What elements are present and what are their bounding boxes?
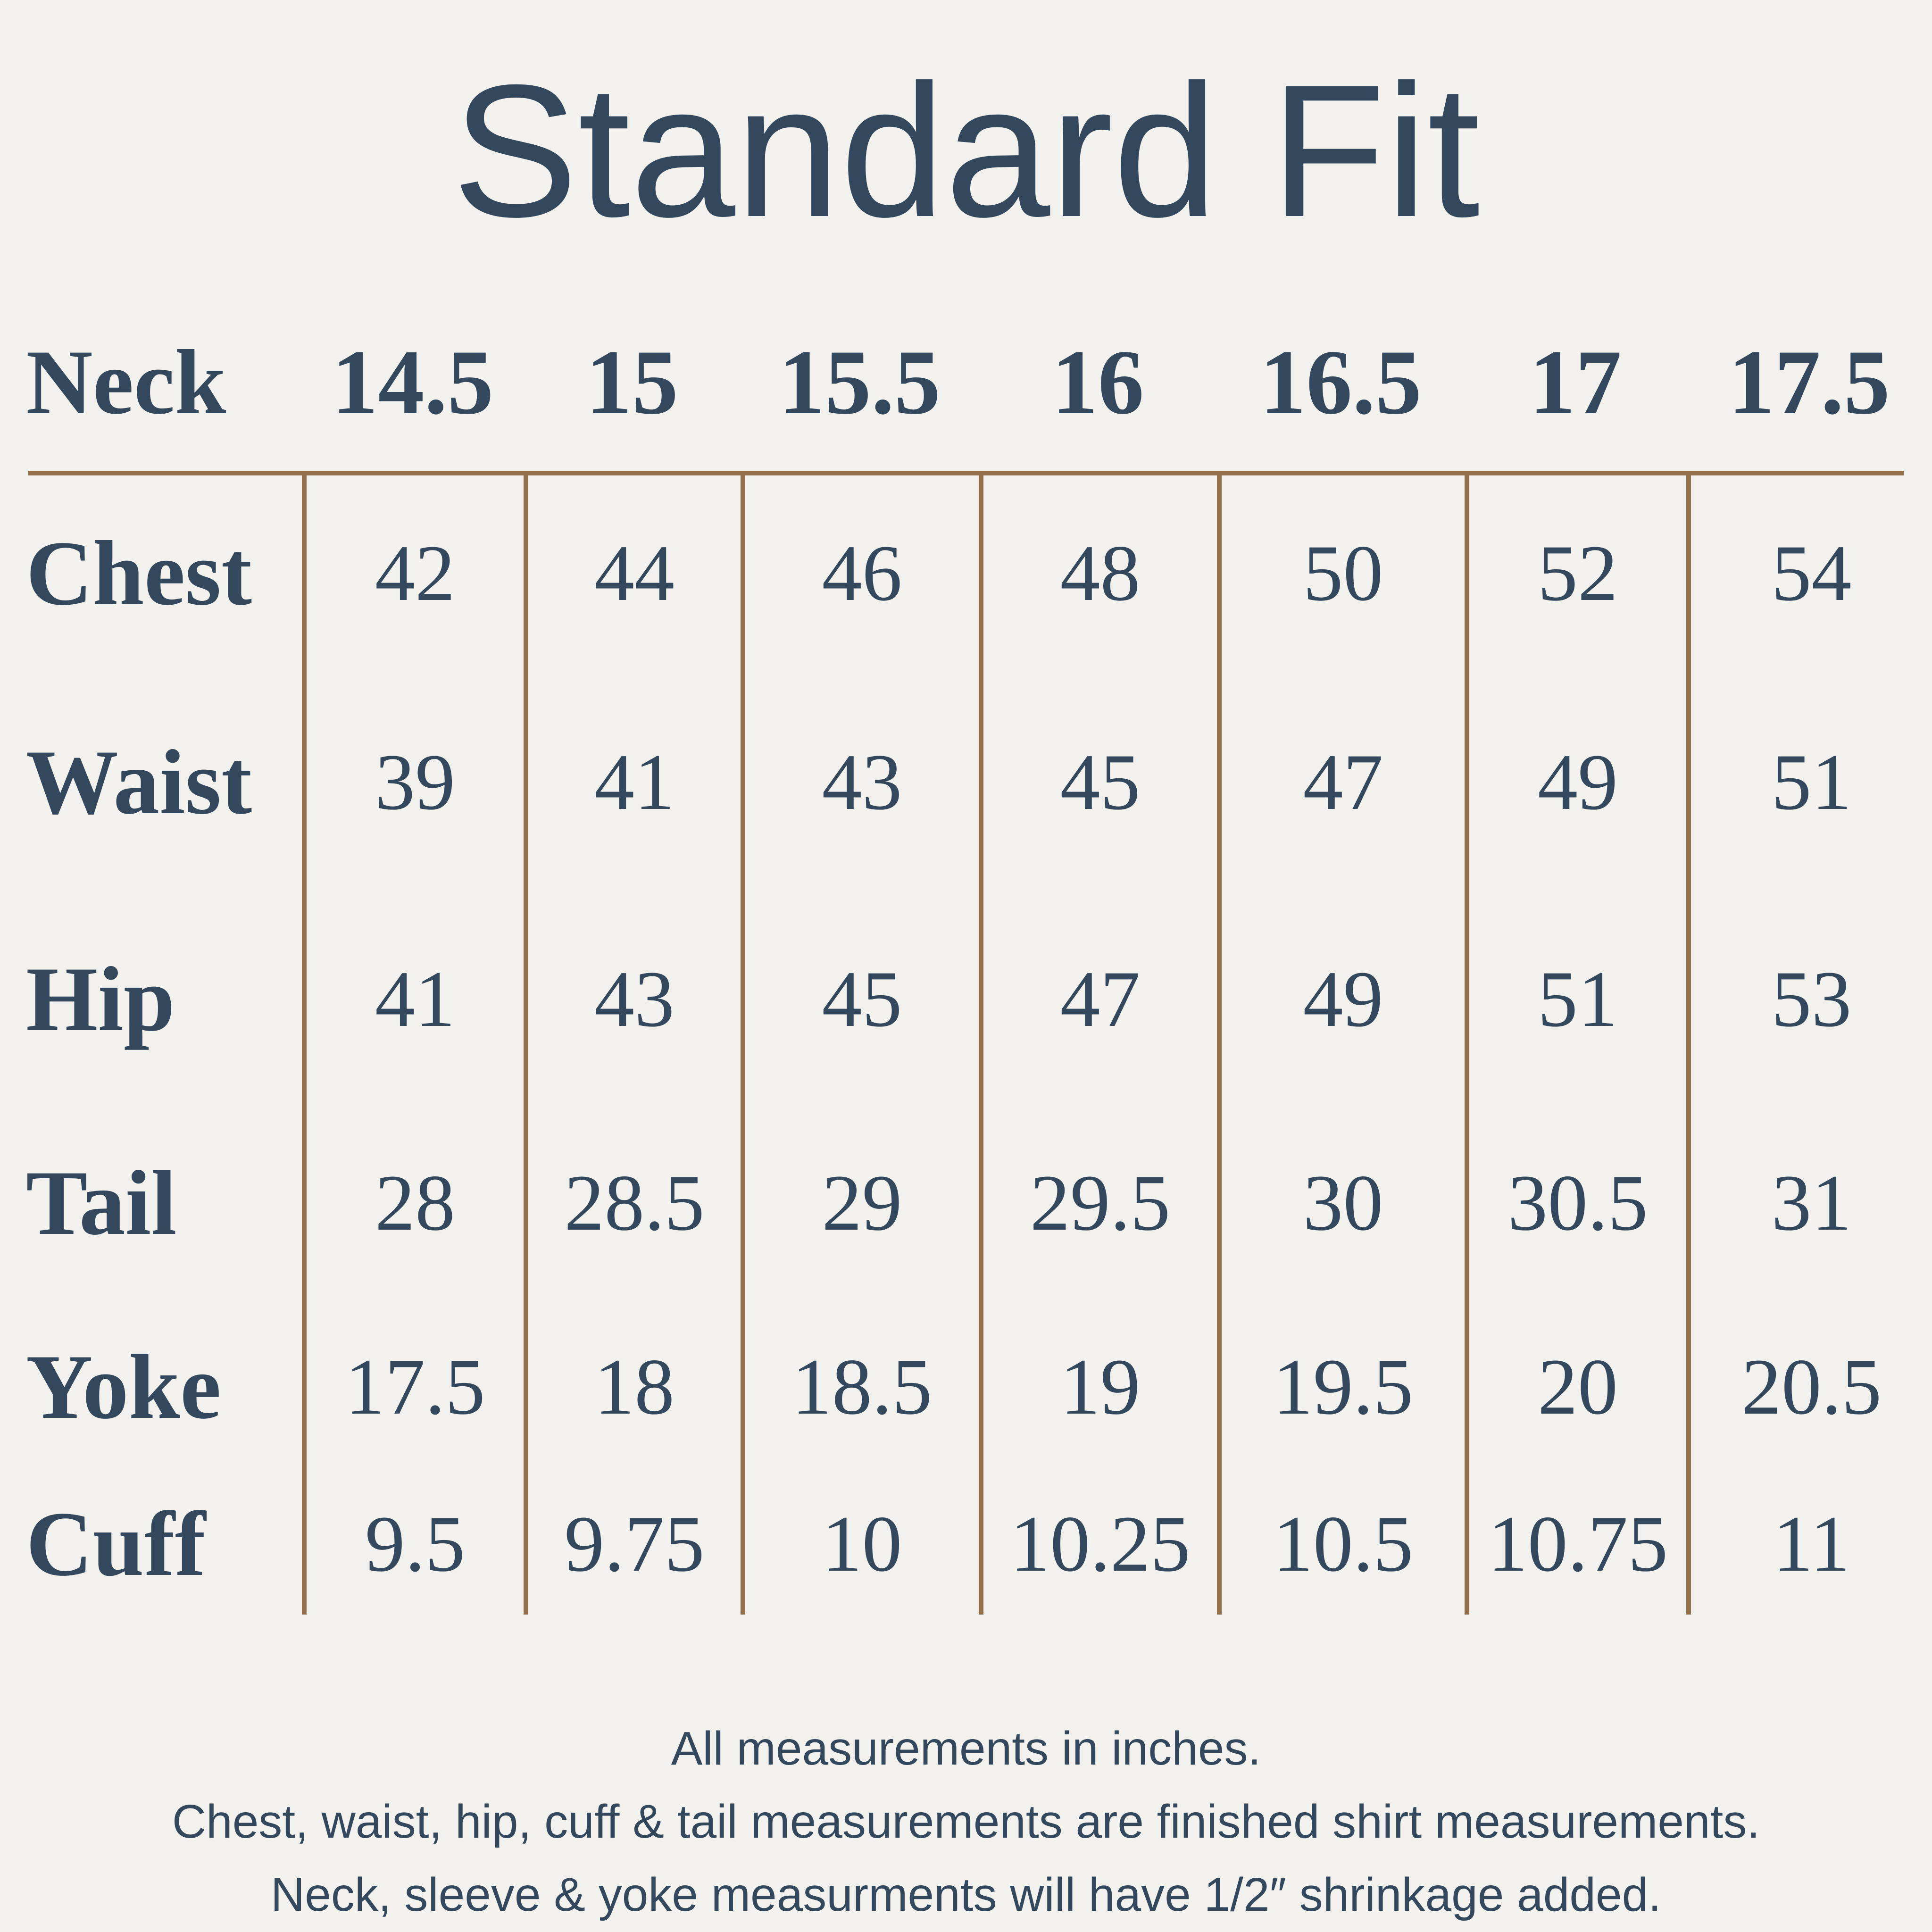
cell-cuff-15: 9.75 bbox=[524, 1473, 741, 1615]
cell-yoke-15: 18 bbox=[524, 1301, 741, 1473]
cell-tail-14-5: 28 bbox=[302, 1105, 524, 1301]
cell-waist-15: 41 bbox=[524, 671, 741, 893]
cell-cuff-15-5: 10 bbox=[741, 1473, 979, 1615]
row-label-hip: Hip bbox=[26, 948, 175, 1050]
cell-yoke-16-5: 19.5 bbox=[1217, 1301, 1465, 1473]
cell-tail-17: 30.5 bbox=[1465, 1105, 1686, 1301]
row-label-yoke: Yoke bbox=[26, 1336, 221, 1438]
cell-hip-15-5: 45 bbox=[741, 893, 979, 1105]
header-size-16: 16 bbox=[1051, 331, 1144, 433]
cell-waist-17-5: 51 bbox=[1686, 671, 1932, 893]
size-table-body: Chest 42 44 46 48 50 52 54 Waist 39 41 4… bbox=[0, 475, 1932, 1615]
cell-cuff-16-5: 10.5 bbox=[1217, 1473, 1465, 1615]
cell-hip-17: 51 bbox=[1465, 893, 1686, 1105]
footnote-shrinkage: Neck, sleeve & yoke measurments will hav… bbox=[271, 1868, 1661, 1921]
header-size-17: 17 bbox=[1529, 331, 1622, 433]
cell-chest-17: 52 bbox=[1465, 475, 1686, 671]
cell-tail-15-5: 29 bbox=[741, 1105, 979, 1301]
row-label-tail: Tail bbox=[26, 1152, 177, 1254]
header-size-15: 15 bbox=[586, 331, 678, 433]
cell-tail-15: 28.5 bbox=[524, 1105, 741, 1301]
cell-waist-16: 45 bbox=[979, 671, 1217, 893]
cell-cuff-17: 10.75 bbox=[1465, 1473, 1686, 1615]
cell-hip-17-5: 53 bbox=[1686, 893, 1932, 1105]
row-label-cuff: Cuff bbox=[26, 1492, 206, 1595]
page-title: Standard Fit bbox=[452, 45, 1480, 256]
cell-waist-17: 49 bbox=[1465, 671, 1686, 893]
cell-chest-14-5: 42 bbox=[302, 475, 524, 671]
footnotes: All measurements in inches. Chest, waist… bbox=[0, 1712, 1932, 1932]
footnote-finished-measurements: Chest, waist, hip, cuff & tail measureme… bbox=[172, 1795, 1760, 1848]
row-label-waist: Waist bbox=[26, 731, 252, 833]
cell-tail-16: 29.5 bbox=[979, 1105, 1217, 1301]
cell-yoke-17: 20 bbox=[1465, 1301, 1686, 1473]
cell-cuff-14-5: 9.5 bbox=[302, 1473, 524, 1615]
cell-hip-16: 47 bbox=[979, 893, 1217, 1105]
cell-tail-16-5: 30 bbox=[1217, 1105, 1465, 1301]
cell-chest-16-5: 50 bbox=[1217, 475, 1465, 671]
footnote-units: All measurements in inches. bbox=[671, 1722, 1261, 1775]
cell-hip-15: 43 bbox=[524, 893, 741, 1105]
cell-tail-17-5: 31 bbox=[1686, 1105, 1932, 1301]
cell-yoke-15-5: 18.5 bbox=[741, 1301, 979, 1473]
header-size-14-5: 14.5 bbox=[332, 331, 494, 433]
header-size-16-5: 16.5 bbox=[1260, 331, 1422, 433]
cell-chest-15-5: 46 bbox=[741, 475, 979, 671]
cell-hip-16-5: 49 bbox=[1217, 893, 1465, 1105]
header-neck-label: Neck bbox=[26, 331, 226, 433]
cell-yoke-17-5: 20.5 bbox=[1686, 1301, 1932, 1473]
cell-chest-16: 48 bbox=[979, 475, 1217, 671]
cell-chest-17-5: 54 bbox=[1686, 475, 1932, 671]
cell-hip-14-5: 41 bbox=[302, 893, 524, 1105]
cell-cuff-17-5: 11 bbox=[1686, 1473, 1932, 1615]
header-divider-line bbox=[28, 471, 1904, 475]
header-size-17-5: 17.5 bbox=[1728, 331, 1890, 433]
header-size-15-5: 15.5 bbox=[779, 331, 941, 433]
row-label-chest: Chest bbox=[26, 522, 252, 625]
cell-cuff-16: 10.25 bbox=[979, 1473, 1217, 1615]
cell-yoke-16: 19 bbox=[979, 1301, 1217, 1473]
cell-waist-14-5: 39 bbox=[302, 671, 524, 893]
cell-waist-16-5: 47 bbox=[1217, 671, 1465, 893]
table-header-row: Neck 14.5 15 15.5 16 16.5 17 17.5 bbox=[0, 292, 1932, 472]
cell-yoke-14-5: 17.5 bbox=[302, 1301, 524, 1473]
cell-chest-15: 44 bbox=[524, 475, 741, 671]
cell-waist-15-5: 43 bbox=[741, 671, 979, 893]
